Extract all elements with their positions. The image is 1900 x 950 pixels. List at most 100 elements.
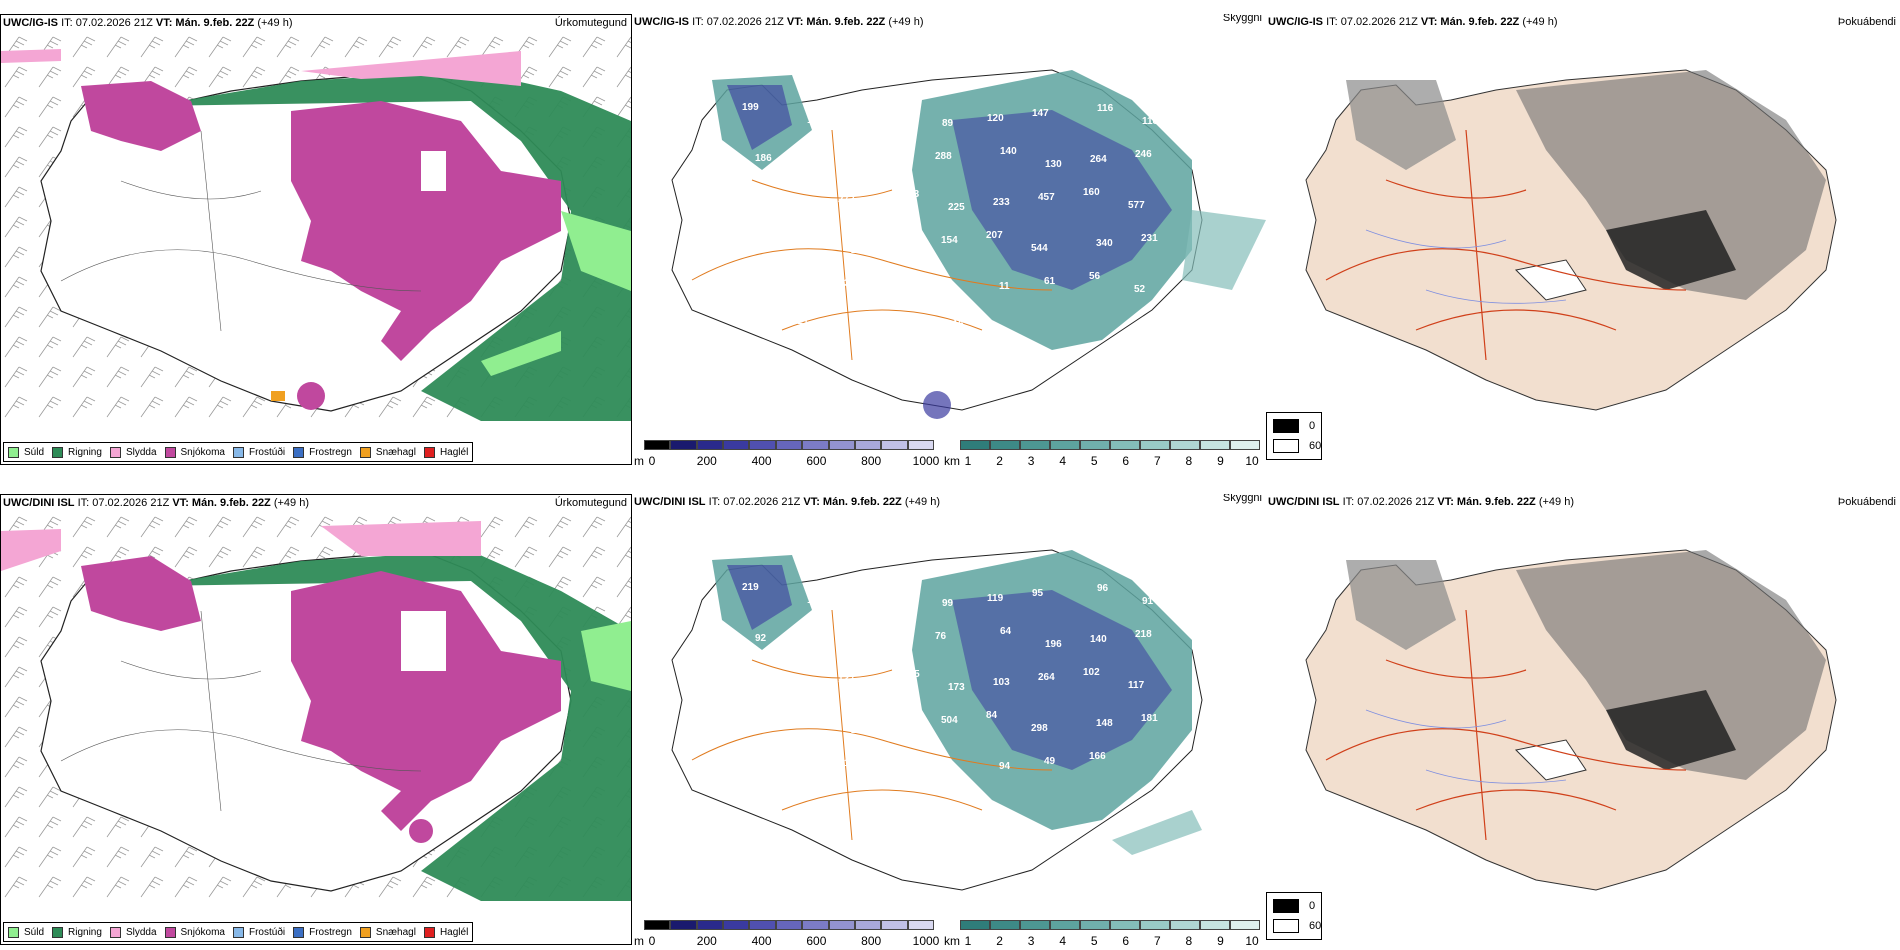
- colorbar-tick-label: 7: [1153, 934, 1161, 945]
- panel-title: Úrkomutegund: [554, 17, 627, 29]
- cloud-height-label: 282: [748, 186, 765, 197]
- colorbar-segment: [1140, 920, 1170, 930]
- cloud-height-label: 225: [934, 766, 951, 777]
- cloud-height-label: 426: [799, 283, 816, 294]
- cloud-height-label: 204: [896, 240, 913, 251]
- colorbar-tick-label: 800: [861, 454, 882, 465]
- cloud-height-label: 221: [792, 316, 809, 327]
- precip-legend: Súld Rigning Slydda Snjókoma Frostúði Fr…: [3, 922, 474, 942]
- colorbar-tick-label: 800: [861, 934, 882, 945]
- vis-legend-row: 60: [1273, 919, 1321, 933]
- colorbar-tick-label: 200: [696, 454, 717, 465]
- colorbar-tick-label: 10: [1245, 454, 1259, 465]
- cloud-height-label: 11: [999, 281, 1010, 292]
- cloud-height-label: 135: [806, 712, 823, 723]
- cloud-height-label: 56: [1089, 271, 1101, 282]
- colorbar-segment: [1230, 920, 1260, 930]
- colorbar-tick-label: 600: [806, 934, 827, 945]
- colorbar-tick-label: 10: [1245, 934, 1259, 945]
- cloud-height-label: 208: [793, 679, 810, 690]
- cloud-height-label: 457: [1038, 192, 1055, 203]
- cloud-panel-bottom: UWC/DINI ISL IT: 07.02.2026 21Z VT: Mán.…: [632, 494, 1266, 945]
- panel-header: UWC/IG-IS IT: 07.02.2026 21Z VT: Mán. 9.…: [3, 17, 293, 29]
- cloud-height-label: 238: [851, 725, 868, 736]
- colorbar-segment: [802, 920, 829, 930]
- colorbar-segment: [828, 920, 855, 930]
- legend-item-snjokoma: Snjókoma: [164, 446, 225, 458]
- colorbar-tick-label: 8: [1185, 454, 1193, 465]
- colorbar-segment: [1110, 920, 1140, 930]
- cloud-height-label: 181: [1141, 713, 1158, 724]
- cloud-height-label: 199: [742, 102, 759, 113]
- panel-header: UWC/DINI ISL IT: 07.02.2026 21Z VT: Mán.…: [634, 496, 941, 508]
- cloud-height-label: 137: [845, 641, 862, 652]
- cloud-height-label: 245: [748, 666, 765, 677]
- cloud-height-label: 148: [1096, 718, 1113, 729]
- colorbar-tick-label: 2: [996, 934, 1003, 945]
- cloud-height-label: 504: [941, 715, 958, 726]
- cloud-height-label: 95: [1032, 588, 1044, 599]
- legend-item-sudl: Súld: [8, 926, 44, 938]
- height-colorbar: m 0 200 400 600 800 1000: [634, 920, 939, 945]
- cloud-height-label: 182: [793, 199, 810, 210]
- colorbar-tick-label: 2: [996, 454, 1003, 465]
- colorbar-tick-label: 0: [648, 934, 656, 945]
- cloud-height-label: 173: [948, 682, 965, 693]
- colorbar-segment: [696, 440, 724, 450]
- cloud-height-label: 264: [1038, 672, 1055, 683]
- colorbar-tick-label: 4: [1059, 454, 1066, 465]
- colorbar-segment: [775, 920, 803, 930]
- cloud-height-label: 269: [761, 717, 778, 728]
- legend-item-snjokoma: Snjókoma: [164, 926, 225, 938]
- colorbar-segment: [1110, 440, 1140, 450]
- colorbar-segment: [854, 920, 882, 930]
- cloud-height-label: 255: [896, 720, 913, 731]
- cloud-height-label: 272: [838, 194, 855, 205]
- colorbar-segment: [1020, 440, 1050, 450]
- cloud-height-label: 76: [935, 631, 947, 642]
- cloud-height-label: 64: [1000, 626, 1012, 637]
- panel-title: Skyggni: [1222, 494, 1262, 504]
- panel-header: UWC/DINI ISL IT: 07.02.2026 21Z VT: Mán.…: [1268, 496, 1575, 508]
- legend-item-haglel: Haglél: [423, 446, 468, 458]
- colorbar-segment: [881, 440, 908, 450]
- cloud-height-label: 298: [1031, 723, 1048, 734]
- cloud-height-label: 162: [852, 110, 869, 121]
- cloud-height-label: 118: [1142, 116, 1159, 127]
- colorbar-tick-label: 1: [964, 934, 972, 945]
- colorbar-tick-label: 1000: [912, 454, 940, 465]
- colorbar-segment: [723, 440, 750, 450]
- colorbar-segment: [1050, 440, 1080, 450]
- colorbar-segment: [1170, 920, 1200, 930]
- cloud-height-label: 116: [1097, 103, 1114, 114]
- colorbar-segment: [1080, 920, 1110, 930]
- cloud-panel-top: UWC/IG-IS IT: 07.02.2026 21Z VT: Mán. 9.…: [632, 14, 1266, 465]
- colorbar-tick-label: 5: [1090, 934, 1098, 945]
- legend-item-frostudi: Frostúði: [232, 446, 285, 458]
- legend-item-haglel: Haglél: [423, 926, 468, 938]
- cloud-height-label: 344: [806, 232, 823, 243]
- colorbar-segment: [1140, 440, 1170, 450]
- cloud-height-label: 166: [1089, 751, 1106, 762]
- cloud-height-label: 233: [993, 197, 1010, 208]
- cloud-height-label: 64: [747, 321, 759, 332]
- vis-legend-row: 0: [1273, 419, 1315, 433]
- cloud-height-label: 386: [844, 278, 861, 289]
- cloud-height-label: 219: [742, 582, 759, 593]
- cloud-map: 199 108 162 27 89 120 147 116 118 186 101 122 113 288…: [671, 69, 1266, 419]
- cloud-height-label: 84: [986, 710, 998, 721]
- colorbar-tick-label: 3: [1027, 454, 1035, 465]
- fog-panel-top: UWC/IG-IS IT: 07.02.2026 21Z VT: Mán. 9.…: [1266, 14, 1900, 465]
- colorbar-segment: [960, 920, 990, 930]
- cloud-height-label: 52: [1134, 284, 1146, 295]
- colorbar-segment: [749, 920, 776, 930]
- cloud-height-label: 27: [897, 105, 909, 116]
- precip-legend: Súld Rigning Slydda Snjókoma Frostúði Fr…: [3, 442, 474, 462]
- cloud-height-label: 101: [800, 148, 817, 159]
- colorbar-segment: [1050, 920, 1080, 930]
- cloud-height-label: 544: [1031, 243, 1048, 254]
- cloud-height-label: 185: [903, 669, 920, 680]
- panel-header: UWC/IG-IS IT: 07.02.2026 21Z VT: Mán. 9.…: [634, 16, 924, 28]
- cloud-height-label: 130: [1045, 159, 1062, 170]
- colorbar-tick-label: 0: [648, 454, 656, 465]
